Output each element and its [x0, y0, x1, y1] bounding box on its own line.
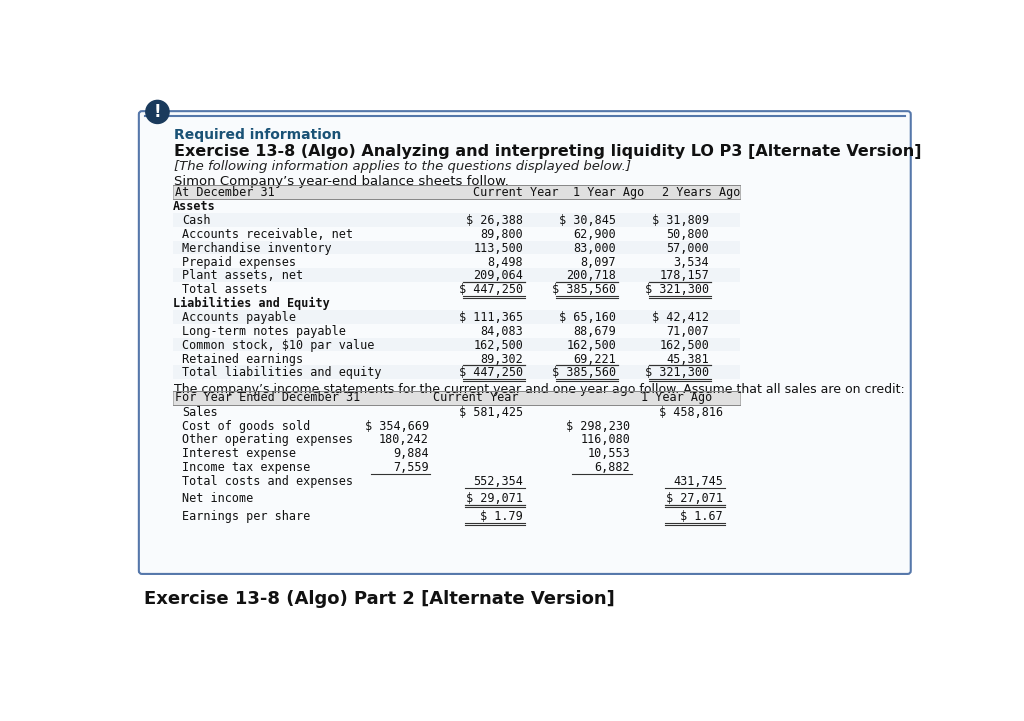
Text: Merchandise inventory: Merchandise inventory: [182, 242, 332, 255]
Text: 89,302: 89,302: [480, 353, 523, 366]
Text: $ 65,160: $ 65,160: [559, 311, 616, 324]
Text: Total assets: Total assets: [182, 283, 267, 296]
FancyBboxPatch shape: [173, 268, 740, 282]
Text: Net income: Net income: [182, 492, 254, 505]
Text: 89,800: 89,800: [480, 228, 523, 241]
Text: 162,500: 162,500: [566, 339, 616, 352]
Text: 431,745: 431,745: [674, 475, 723, 488]
Text: Income tax expense: Income tax expense: [182, 461, 310, 474]
Text: $ 354,669: $ 354,669: [365, 420, 429, 433]
Text: 116,080: 116,080: [581, 433, 630, 446]
Text: Exercise 13-8 (Algo) Analyzing and interpreting liquidity LO P3 [Alternate Versi: Exercise 13-8 (Algo) Analyzing and inter…: [174, 144, 922, 159]
Text: 209,064: 209,064: [473, 270, 523, 283]
FancyBboxPatch shape: [173, 241, 740, 255]
Text: $ 447,250: $ 447,250: [459, 366, 523, 379]
Text: Exercise 13-8 (Algo) Part 2 [Alternate Version]: Exercise 13-8 (Algo) Part 2 [Alternate V…: [143, 590, 614, 609]
Text: Cost of goods sold: Cost of goods sold: [182, 420, 310, 433]
Text: 162,500: 162,500: [473, 339, 523, 352]
Text: Accounts payable: Accounts payable: [182, 311, 296, 324]
Text: $ 458,816: $ 458,816: [659, 406, 723, 419]
Text: Plant assets, net: Plant assets, net: [182, 270, 303, 283]
Text: Interest expense: Interest expense: [182, 447, 296, 460]
FancyBboxPatch shape: [173, 391, 740, 404]
Text: Earnings per share: Earnings per share: [182, 510, 310, 523]
Text: Current Year: Current Year: [433, 391, 519, 404]
Text: 7,559: 7,559: [393, 461, 429, 474]
Text: $ 42,412: $ 42,412: [652, 311, 710, 324]
Text: $ 385,560: $ 385,560: [552, 283, 616, 296]
Text: $ 447,250: $ 447,250: [459, 283, 523, 296]
Text: Other operating expenses: Other operating expenses: [182, 433, 353, 446]
Text: Simon Company’s year-end balance sheets follow.: Simon Company’s year-end balance sheets …: [174, 175, 509, 188]
Text: $ 581,425: $ 581,425: [459, 406, 523, 419]
Text: $ 27,071: $ 27,071: [667, 492, 723, 505]
Text: Assets: Assets: [173, 200, 216, 213]
Text: 8,097: 8,097: [581, 255, 616, 269]
Text: !: !: [154, 103, 161, 121]
FancyBboxPatch shape: [173, 366, 740, 379]
Text: $ 26,388: $ 26,388: [466, 214, 523, 227]
Text: 113,500: 113,500: [473, 242, 523, 255]
Text: 71,007: 71,007: [667, 325, 710, 338]
Text: 162,500: 162,500: [659, 339, 710, 352]
Text: 1 Year Ago: 1 Year Ago: [641, 391, 713, 404]
Text: 84,083: 84,083: [480, 325, 523, 338]
FancyBboxPatch shape: [173, 310, 740, 324]
Text: For Year Ended December 31: For Year Ended December 31: [175, 391, 360, 404]
Text: $ 30,845: $ 30,845: [559, 214, 616, 227]
Text: 200,718: 200,718: [566, 270, 616, 283]
Text: $ 29,071: $ 29,071: [466, 492, 523, 505]
Text: Retained earnings: Retained earnings: [182, 353, 303, 366]
Text: 62,900: 62,900: [573, 228, 616, 241]
Text: Common stock, $10 par value: Common stock, $10 par value: [182, 339, 375, 352]
Text: $ 298,230: $ 298,230: [566, 420, 630, 433]
Text: $ 1.79: $ 1.79: [480, 510, 523, 523]
Text: Long-term notes payable: Long-term notes payable: [182, 325, 346, 338]
Text: Current Year: Current Year: [473, 185, 558, 198]
Text: 10,553: 10,553: [588, 447, 630, 460]
Text: 1 Year Ago: 1 Year Ago: [572, 185, 644, 198]
Text: Liabilities and Equity: Liabilities and Equity: [173, 297, 330, 310]
Text: $ 385,560: $ 385,560: [552, 366, 616, 379]
Text: $ 321,300: $ 321,300: [645, 283, 710, 296]
Text: The company’s income statements for the current year and one year ago follow. As: The company’s income statements for the …: [174, 384, 905, 397]
Circle shape: [145, 100, 169, 123]
FancyBboxPatch shape: [173, 213, 740, 226]
Text: 45,381: 45,381: [667, 353, 710, 366]
Text: [The following information applies to the questions displayed below.]: [The following information applies to th…: [174, 160, 632, 173]
Text: At December 31: At December 31: [175, 185, 275, 198]
Text: Total costs and expenses: Total costs and expenses: [182, 475, 353, 488]
Text: 9,884: 9,884: [393, 447, 429, 460]
Text: 2 Years Ago: 2 Years Ago: [663, 185, 740, 198]
Text: 180,242: 180,242: [379, 433, 429, 446]
Text: Required information: Required information: [174, 128, 342, 142]
Text: 50,800: 50,800: [667, 228, 710, 241]
Text: 178,157: 178,157: [659, 270, 710, 283]
Text: $ 111,365: $ 111,365: [459, 311, 523, 324]
Text: 552,354: 552,354: [473, 475, 523, 488]
FancyBboxPatch shape: [173, 185, 740, 199]
Text: 83,000: 83,000: [573, 242, 616, 255]
Text: 3,534: 3,534: [674, 255, 710, 269]
Text: $ 31,809: $ 31,809: [652, 214, 710, 227]
Text: Sales: Sales: [182, 406, 218, 419]
Text: $ 321,300: $ 321,300: [645, 366, 710, 379]
FancyBboxPatch shape: [139, 111, 910, 574]
Text: 69,221: 69,221: [573, 353, 616, 366]
Text: Total liabilities and equity: Total liabilities and equity: [182, 366, 382, 379]
Text: Prepaid expenses: Prepaid expenses: [182, 255, 296, 269]
Text: $ 1.67: $ 1.67: [681, 510, 723, 523]
Text: 88,679: 88,679: [573, 325, 616, 338]
FancyBboxPatch shape: [173, 337, 740, 351]
Text: 8,498: 8,498: [487, 255, 523, 269]
Text: 6,882: 6,882: [595, 461, 630, 474]
Text: 57,000: 57,000: [667, 242, 710, 255]
Text: Accounts receivable, net: Accounts receivable, net: [182, 228, 353, 241]
Text: Cash: Cash: [182, 214, 211, 227]
